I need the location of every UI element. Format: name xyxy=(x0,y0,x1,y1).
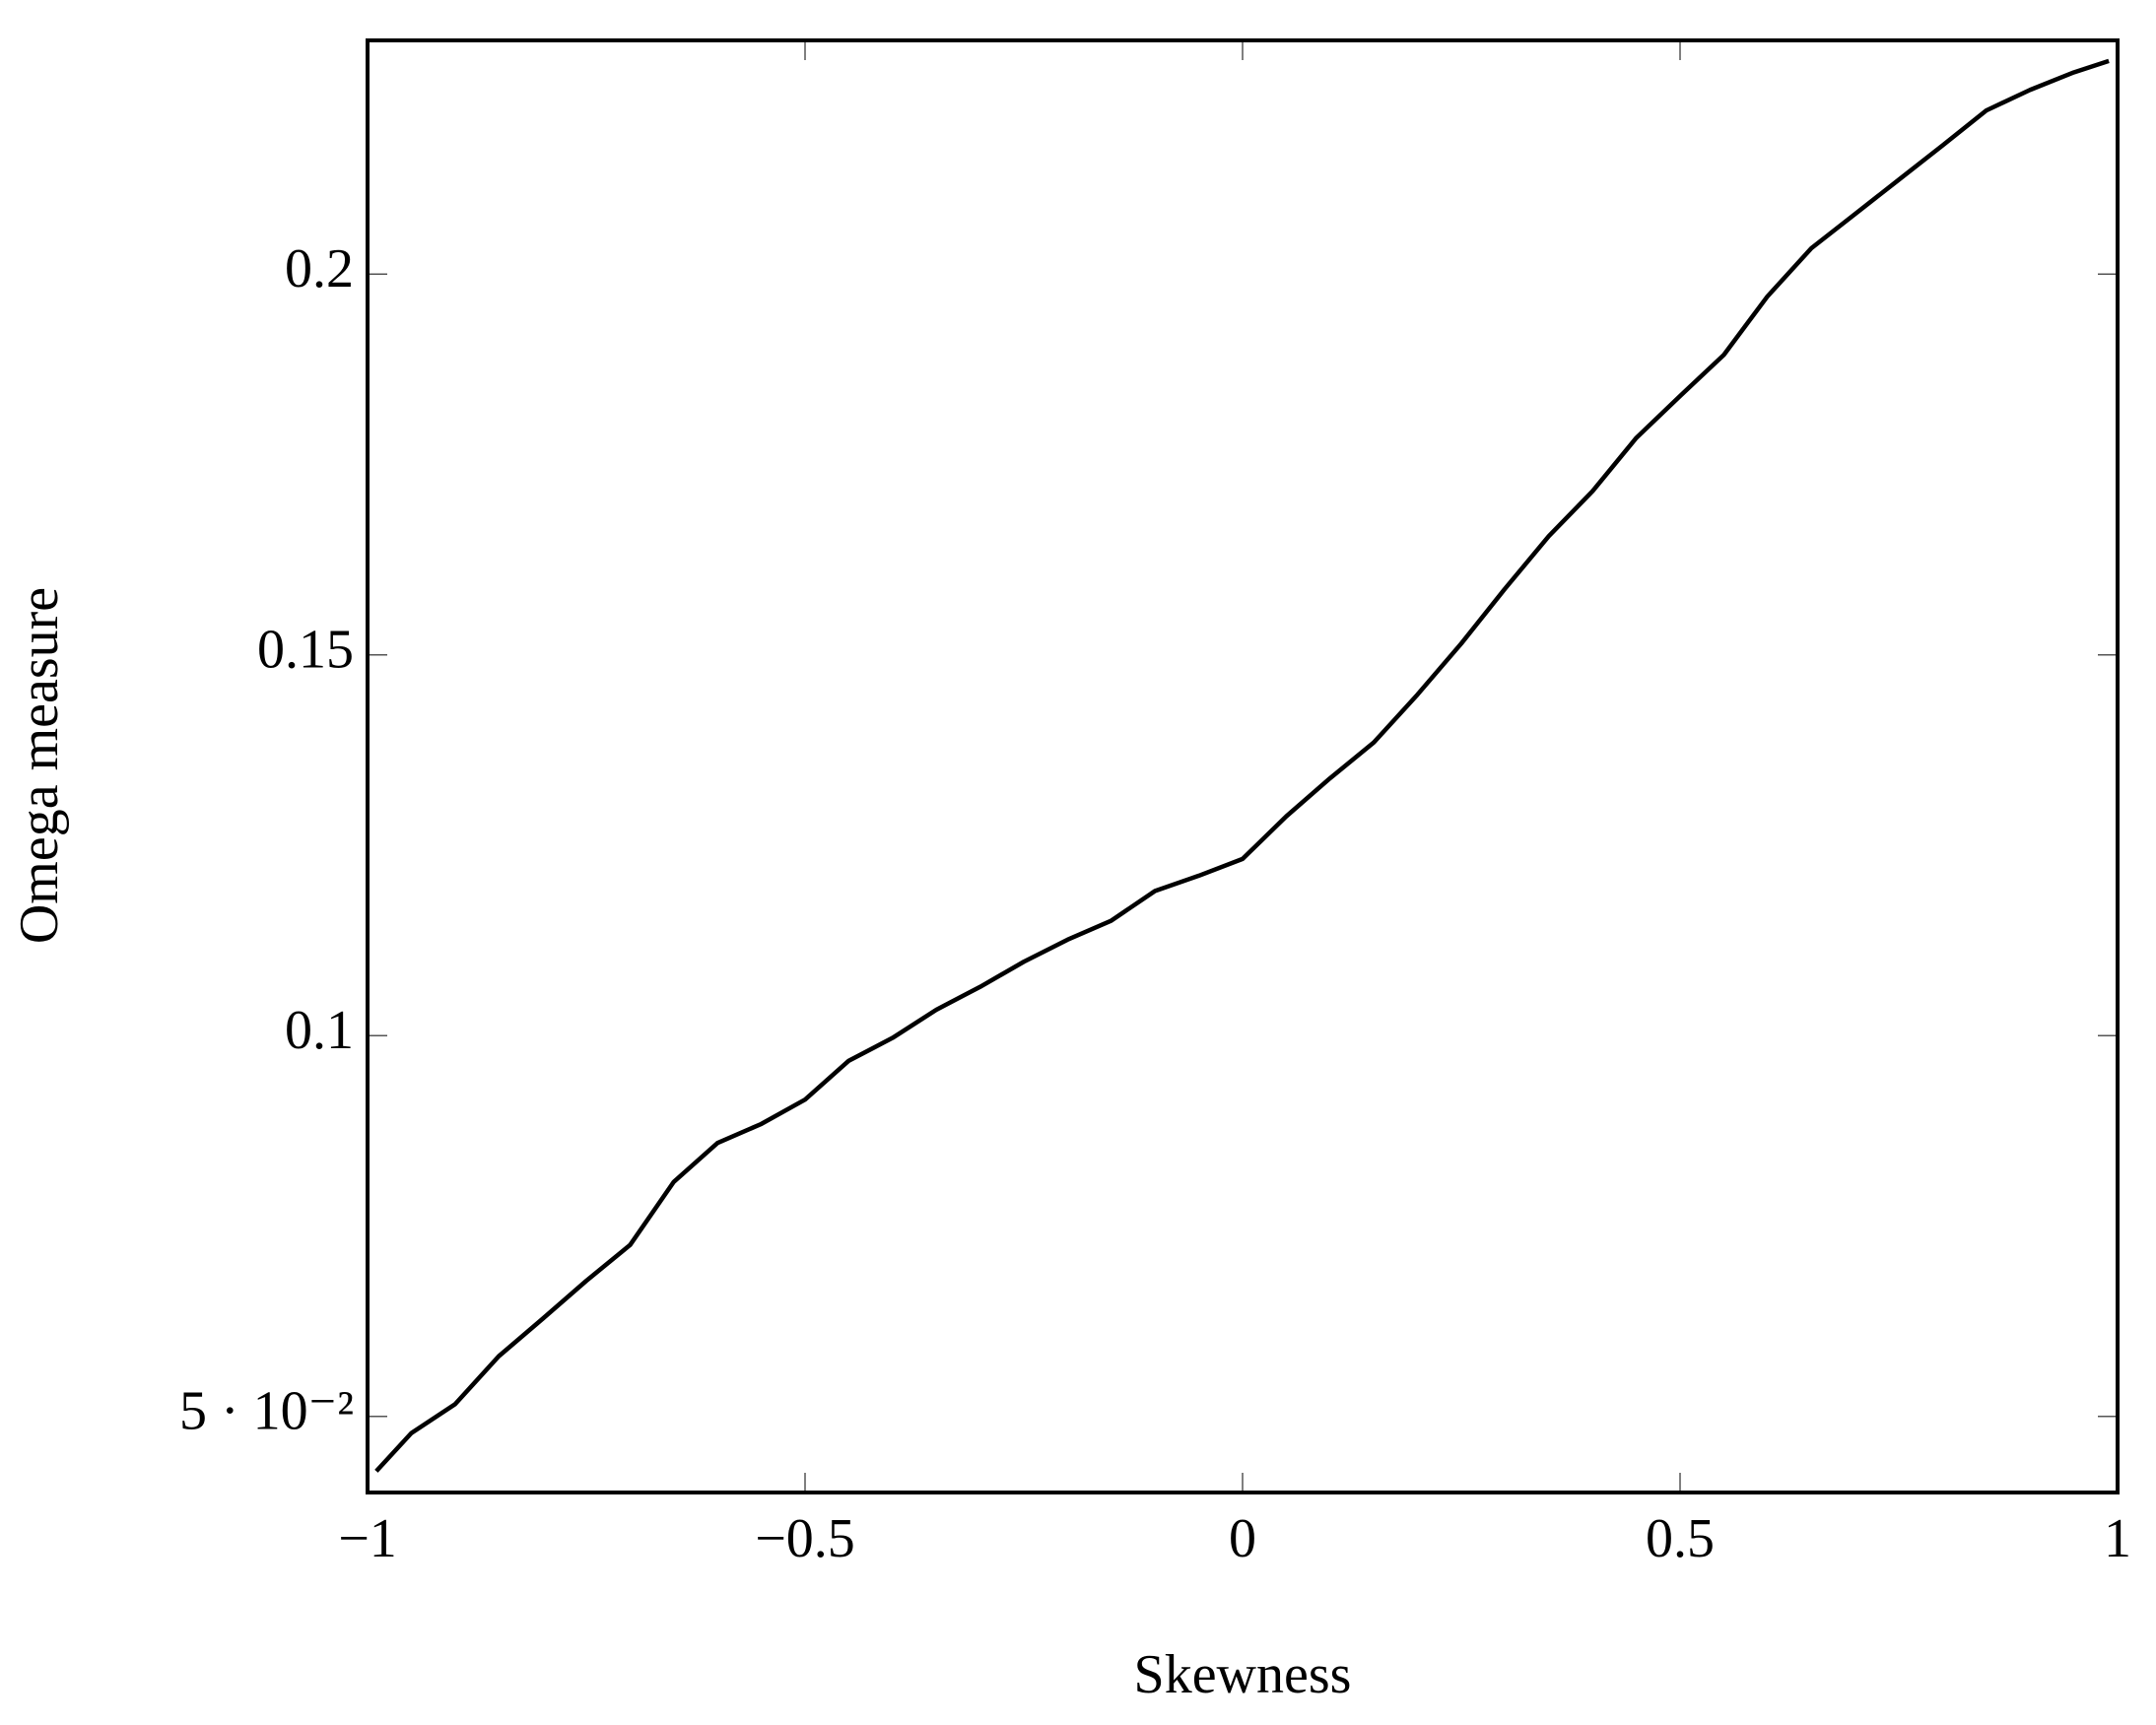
y-tick-label: 0.1 xyxy=(285,1000,354,1061)
x-tick-label: 0.5 xyxy=(1646,1508,1715,1569)
plot-frame xyxy=(366,38,2120,1494)
x-tick-label: 0 xyxy=(1229,1508,1256,1569)
x-tick-label: −0.5 xyxy=(755,1508,855,1569)
data-line xyxy=(374,58,2110,1473)
y-tick-label: 0.15 xyxy=(257,620,354,681)
y-tick-label: 5 · 10⁻² xyxy=(179,1381,354,1442)
y-tick-label: 0.2 xyxy=(285,238,354,299)
x-tick-label: −1 xyxy=(338,1508,397,1569)
x-tick-label: 1 xyxy=(2104,1508,2131,1569)
y-axis-label: Omega measure xyxy=(9,587,70,944)
x-axis-label: Skewness xyxy=(1134,1644,1352,1705)
